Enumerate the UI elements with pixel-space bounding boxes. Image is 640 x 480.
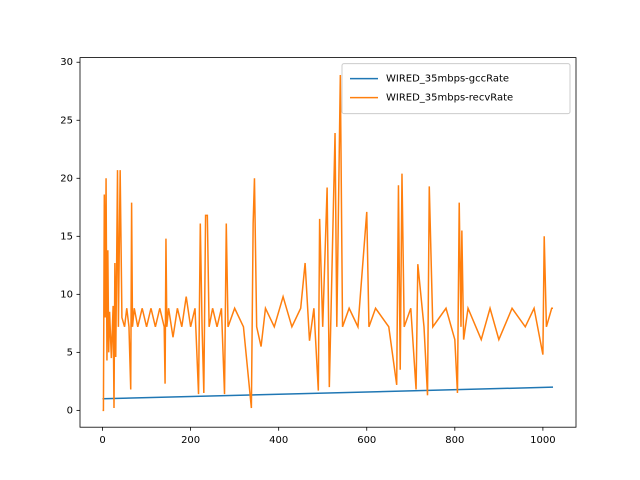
x-tick-label: 200 xyxy=(181,435,200,446)
x-tick-label: 600 xyxy=(357,435,376,446)
x-tick-label: 800 xyxy=(445,435,464,446)
x-tick-label: 1000 xyxy=(530,435,555,446)
y-tick-label: 10 xyxy=(60,289,73,300)
legend-box xyxy=(341,63,571,115)
x-tick-label: 0 xyxy=(99,435,105,446)
y-tick-label: 15 xyxy=(60,231,73,242)
plot-frame xyxy=(79,57,577,428)
line xyxy=(102,74,554,412)
x-tick-label: 400 xyxy=(269,435,288,446)
y-tick-label: 20 xyxy=(60,173,73,184)
y-tick-label: 5 xyxy=(67,347,73,358)
y-tick-label: 25 xyxy=(60,115,73,126)
legend-label: WIRED_35mbps-gccRate xyxy=(386,74,509,85)
y-tick-label: 30 xyxy=(60,57,73,68)
legend-label: WIRED_35mbps-recvRate xyxy=(386,93,513,104)
line xyxy=(102,386,554,400)
y-tick-label: 0 xyxy=(67,405,73,416)
